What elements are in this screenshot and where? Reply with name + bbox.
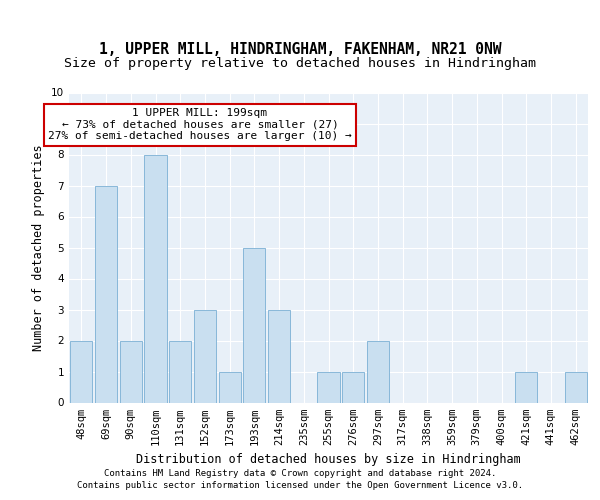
- Text: 1 UPPER MILL: 199sqm
← 73% of detached houses are smaller (27)
27% of semi-detac: 1 UPPER MILL: 199sqm ← 73% of detached h…: [48, 108, 352, 141]
- Bar: [317, 372, 340, 402]
- Text: Size of property relative to detached houses in Hindringham: Size of property relative to detached ho…: [64, 58, 536, 70]
- Bar: [95, 186, 117, 402]
- Bar: [194, 310, 216, 402]
- Bar: [367, 340, 389, 402]
- Bar: [565, 372, 587, 402]
- Bar: [342, 372, 364, 402]
- Text: Contains HM Land Registry data © Crown copyright and database right 2024.: Contains HM Land Registry data © Crown c…: [104, 470, 496, 478]
- Bar: [515, 372, 538, 402]
- Bar: [119, 340, 142, 402]
- Text: Contains public sector information licensed under the Open Government Licence v3: Contains public sector information licen…: [77, 482, 523, 490]
- Bar: [70, 340, 92, 402]
- Text: 1, UPPER MILL, HINDRINGHAM, FAKENHAM, NR21 0NW: 1, UPPER MILL, HINDRINGHAM, FAKENHAM, NR…: [99, 42, 501, 58]
- Y-axis label: Number of detached properties: Number of detached properties: [32, 144, 46, 351]
- Bar: [218, 372, 241, 402]
- Bar: [145, 154, 167, 402]
- Bar: [243, 248, 265, 402]
- X-axis label: Distribution of detached houses by size in Hindringham: Distribution of detached houses by size …: [136, 453, 521, 466]
- Bar: [268, 310, 290, 402]
- Bar: [169, 340, 191, 402]
